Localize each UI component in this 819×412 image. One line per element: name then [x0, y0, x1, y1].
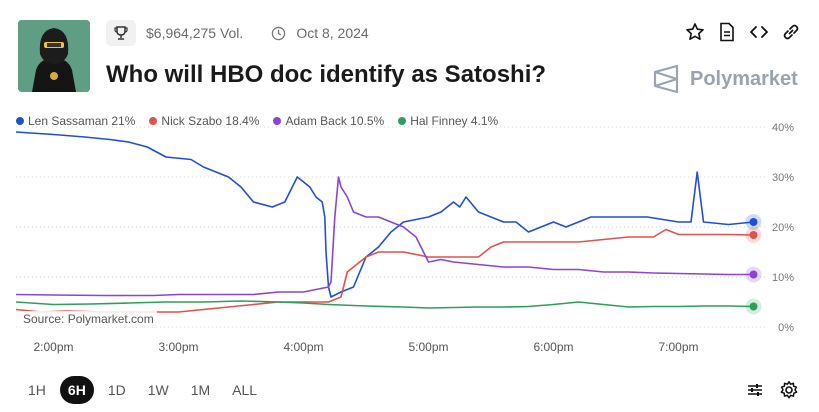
top-actions: [685, 22, 801, 42]
y-tick-label: 10%: [772, 272, 794, 284]
legend-dot: [149, 117, 158, 125]
page-title: Who will HBO doc identify as Satoshi?: [106, 61, 547, 88]
y-tick-label: 0%: [778, 322, 794, 334]
settings-icon[interactable]: [779, 380, 799, 400]
range-button-1w[interactable]: 1W: [140, 376, 177, 404]
volume-text: $6,964,275 Vol.: [146, 25, 244, 41]
hooded-figure-image: [18, 20, 90, 92]
legend-item: Adam Back 10.5%: [273, 114, 384, 128]
polymarket-logo: Polymarket: [652, 64, 798, 94]
y-tick-label: 40%: [772, 122, 794, 134]
range-button-1d[interactable]: 1D: [100, 376, 134, 404]
star-icon[interactable]: [685, 22, 705, 42]
trophy-icon[interactable]: [106, 20, 136, 46]
series-end-marker: [749, 270, 758, 279]
y-tick-label: 20%: [772, 222, 794, 234]
series-line: [15, 176, 754, 297]
embed-code-icon[interactable]: [749, 22, 769, 42]
range-button-1h[interactable]: 1H: [20, 376, 54, 404]
legend-item: Nick Szabo 18.4%: [149, 114, 259, 128]
x-tick-label: 7:00pm: [658, 340, 698, 354]
range-button-6h[interactable]: 6H: [59, 376, 94, 404]
series-line: [15, 228, 754, 313]
legend-item: Hal Finney 4.1%: [398, 114, 498, 128]
brand-name: Polymarket: [690, 67, 798, 90]
series-line: [15, 131, 754, 298]
x-tick-label: 5:00pm: [408, 340, 448, 354]
x-tick-label: 3:00pm: [158, 340, 198, 354]
link-icon[interactable]: [781, 22, 801, 42]
chart-legend: Len Sassaman 21% Nick Szabo 18.4% Adam Bac…: [16, 114, 498, 128]
series-line: [15, 300, 754, 309]
legend-label: Adam Back 10.5%: [285, 114, 385, 128]
legend-label: Nick Szabo 18.4%: [161, 114, 260, 128]
market-meta: $6,964,275 Vol. Oct 8, 2024: [106, 20, 369, 46]
polymarket-logo-icon: [653, 64, 679, 94]
legend-label: Len Sassaman 21%: [28, 114, 136, 128]
price-history-chart: 0% 10% 20% 30% 40% 2:00pm 3:00pm 4:00pm 5:00pm 6:…: [15, 122, 794, 354]
end-date-text: Oct 8, 2024: [296, 25, 369, 41]
legend-dot: [398, 117, 407, 125]
series-end-marker: [749, 218, 758, 226]
source-label: Source: Polymarket.com: [20, 311, 157, 327]
avatar: [18, 20, 90, 92]
x-tick-label: 6:00pm: [533, 340, 573, 354]
legend-item: Len Sassaman 21%: [16, 114, 135, 128]
document-icon[interactable]: [717, 22, 737, 42]
range-button-1m[interactable]: 1M: [183, 376, 218, 404]
series-end-marker: [749, 302, 758, 311]
chart-controls: [745, 380, 799, 400]
time-range-selector: 1H 6H 1D 1W 1M ALL: [20, 376, 265, 404]
x-tick-label: 2:00pm: [33, 340, 73, 354]
legend-dot: [273, 117, 282, 125]
series-end-marker: [749, 231, 758, 239]
clock-icon: [271, 26, 286, 41]
legend-label: Hal Finney 4.1%: [410, 114, 499, 128]
legend-dot: [16, 117, 24, 125]
range-button-all[interactable]: ALL: [224, 376, 265, 404]
x-tick-label: 4:00pm: [283, 340, 323, 354]
sliders-icon[interactable]: [745, 380, 765, 400]
y-tick-label: 30%: [772, 172, 794, 184]
